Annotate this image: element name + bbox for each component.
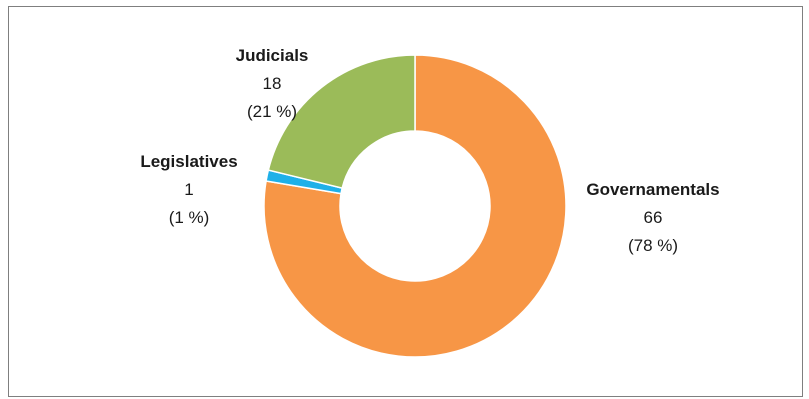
slice-governamentals bbox=[263, 54, 567, 358]
slice-value-legislatives: 1 bbox=[184, 180, 194, 199]
label-governamentals: Governamentals 66 (78 %) bbox=[568, 176, 738, 260]
slice-percent-governamentals: (78 %) bbox=[627, 236, 679, 255]
label-legislatives: Legislatives 1 (1 %) bbox=[124, 148, 254, 232]
slice-name-governamentals: Governamentals bbox=[586, 180, 720, 199]
donut-slices bbox=[263, 54, 567, 358]
slice-judicials bbox=[267, 54, 416, 190]
slice-value-judicials: 18 bbox=[262, 74, 282, 93]
slice-percent-legislatives: (1 %) bbox=[168, 208, 210, 227]
slice-name-judicials: Judicials bbox=[235, 46, 309, 65]
slice-percent-judicials: (21 %) bbox=[246, 102, 298, 121]
slice-value-governamentals: 66 bbox=[643, 208, 663, 227]
label-judicials: Judicials 18 (21 %) bbox=[222, 42, 322, 126]
slice-name-legislatives: Legislatives bbox=[140, 152, 238, 171]
